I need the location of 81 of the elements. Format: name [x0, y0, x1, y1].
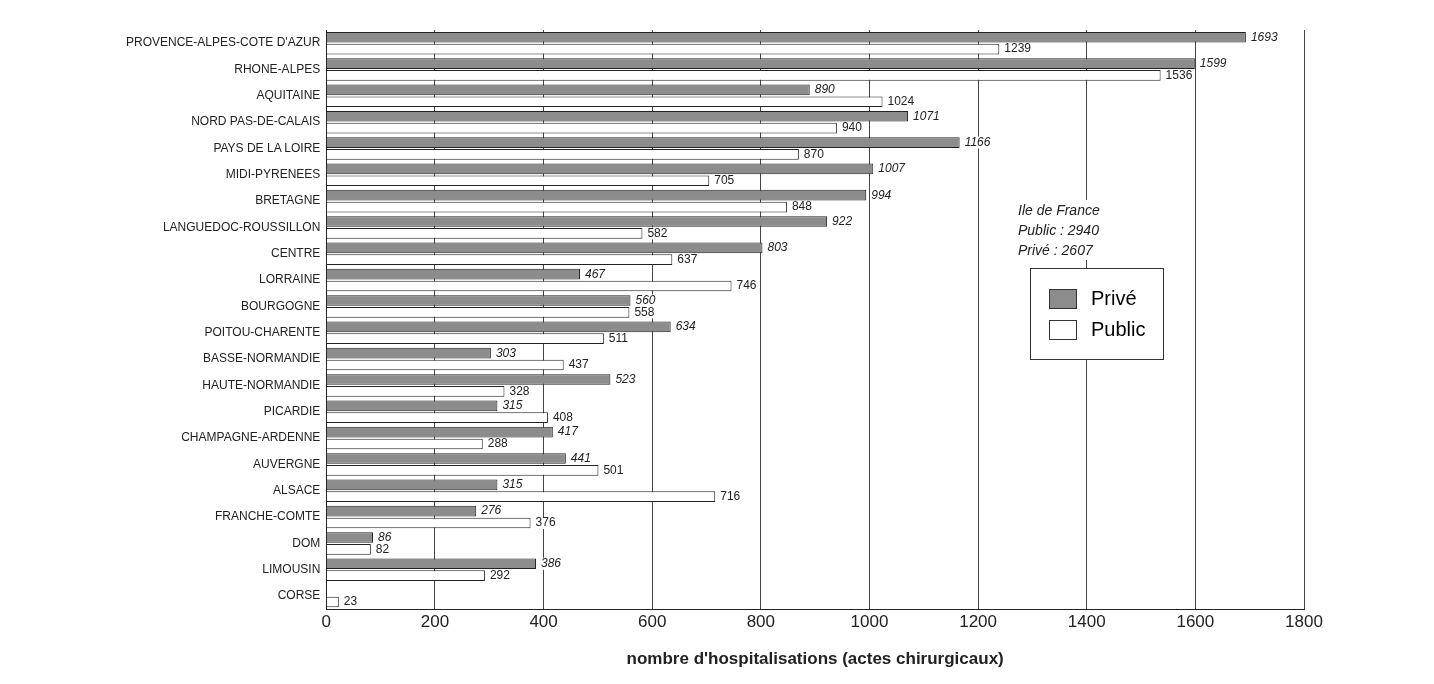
data-label: 1239 [1004, 41, 1032, 56]
y-tick-label: PICARDIE [263, 404, 321, 419]
y-tick-label: BOURGOGNE [240, 298, 321, 313]
data-label: 376 [535, 515, 556, 530]
data-label: 288 [487, 436, 509, 451]
x-tick-label: 400 [529, 612, 558, 632]
y-tick-label: DOM [292, 535, 321, 550]
data-label: 994 [871, 187, 892, 202]
x-tick-label: 1400 [1067, 612, 1106, 632]
data-label: 848 [791, 199, 813, 214]
data-label: 523 [615, 371, 636, 386]
x-axis-title: nombre d'hospitalisations (actes chirurgicaux) [626, 649, 1004, 669]
x-tick-label: 1200 [959, 612, 998, 632]
data-label: 501 [603, 462, 624, 477]
x-tick-label: 800 [746, 612, 776, 632]
y-tick-label: BASSE-NORMANDIE [202, 351, 321, 366]
y-tick-label: AQUITAINE [256, 88, 321, 103]
data-label: 441 [570, 450, 591, 465]
data-label: 437 [568, 357, 590, 372]
y-tick-label: BRETAGNE [255, 193, 321, 208]
y-tick-label: NORD PAS-DE-CALAIS [191, 114, 321, 129]
data-label: 746 [736, 278, 757, 293]
y-tick-label: LORRAINE [258, 272, 321, 287]
data-label: 582 [647, 225, 668, 240]
data-label: 1536 [1165, 67, 1193, 82]
y-tick-label: LIMOUSIN [262, 562, 321, 577]
legend-label: Privé [1091, 287, 1137, 310]
data-label: 303 [495, 345, 517, 360]
data-label: 408 [552, 409, 574, 424]
data-label: 560 [635, 292, 656, 307]
y-tick-label: CENTRE [270, 246, 321, 261]
y-tick-label: LANGUEDOC-ROUSSILLON [162, 219, 321, 234]
y-tick-label: PROVENCE-ALPES-COTE D'AZUR [125, 35, 321, 50]
y-tick-label: AUVERGNE [252, 456, 321, 471]
data-label: 870 [803, 146, 825, 161]
y-tick-label: HAUTE-NORMANDIE [202, 377, 321, 392]
x-tick-label: 600 [638, 612, 667, 632]
data-label: 705 [714, 173, 735, 188]
y-tick-label: CHAMPAGNE-ARDENNE [181, 430, 321, 445]
x-tick-label: 1800 [1285, 612, 1323, 632]
data-label: 890 [814, 82, 836, 97]
y-tick-label: POITOU-CHARENTE [204, 325, 321, 340]
data-label: 558 [634, 304, 655, 319]
data-label: 328 [509, 383, 530, 398]
data-label: 417 [557, 424, 580, 439]
data-label: 511 [608, 331, 629, 345]
text: Public [1091, 318, 1146, 341]
data-label: 716 [720, 488, 741, 503]
data-label: 1024 [887, 94, 915, 109]
annotation: Privé : 2607 [1018, 241, 1094, 260]
y-tick-label: FRANCHE-COMTE [214, 509, 321, 524]
data-label: 1166 [964, 134, 991, 149]
x-tick-label: 1000 [850, 612, 889, 632]
y-tick-label: ALSACE [272, 483, 321, 498]
y-tick-label: MIDI-PYRENEES [225, 167, 321, 182]
annotation: Public : 2940 [1018, 221, 1100, 240]
x-tick-label: 0 [321, 612, 332, 632]
data-label: 803 [767, 240, 788, 255]
x-tick-label: 200 [420, 612, 450, 632]
data-label: 1599 [1199, 55, 1227, 70]
annotation: Ile de France [1018, 201, 1100, 220]
y-tick-label: RHONE-ALPES [234, 61, 321, 76]
data-label: 1693 [1250, 29, 1278, 44]
data-label: 86 [378, 529, 392, 544]
y-tick-label: PAYS DE LA LOIRE [213, 140, 321, 155]
data-label: 634 [675, 319, 697, 334]
data-label: 276 [480, 503, 502, 518]
data-label: 23 [343, 594, 358, 609]
y-tick-label: CORSE [277, 588, 321, 603]
x-tick-label: 1600 [1176, 612, 1215, 632]
data-label: 315 [502, 398, 523, 413]
data-label: 1071 [913, 108, 940, 123]
data-label: 1007 [878, 161, 907, 176]
data-label: 315 [502, 477, 523, 492]
data-label: 386 [540, 556, 562, 571]
data-label: 940 [841, 120, 863, 135]
data-label: 467 [584, 266, 607, 281]
data-label: 82 [375, 541, 390, 556]
data-label: 292 [489, 567, 511, 582]
data-label: 637 [677, 252, 698, 267]
data-label: 922 [832, 213, 853, 228]
